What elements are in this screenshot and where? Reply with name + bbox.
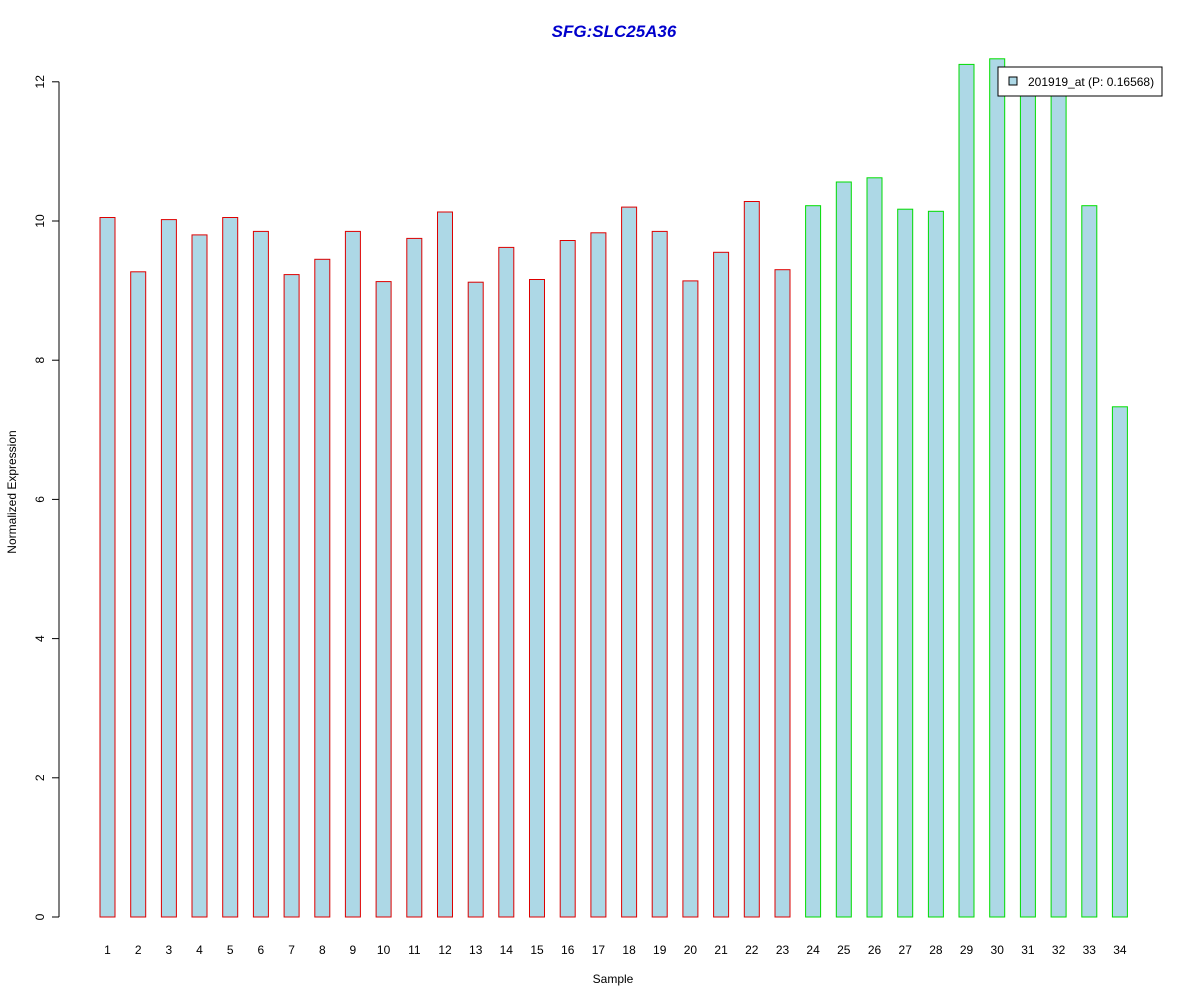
x-tick-label-32: 32	[1052, 943, 1066, 957]
x-tick-label-7: 7	[288, 943, 295, 957]
x-tick-label-21: 21	[714, 943, 728, 957]
bar-sample-1	[99, 217, 116, 918]
x-tick-label-26: 26	[868, 943, 882, 957]
x-tick-label-28: 28	[929, 943, 943, 957]
bar-sample-28	[927, 210, 944, 918]
bar-sample-31	[1019, 91, 1036, 918]
x-tick-label-30: 30	[991, 943, 1005, 957]
legend: 201919_at (P: 0.16568)	[997, 66, 1163, 97]
y-tick-label-12: 12	[33, 75, 47, 89]
bar-sample-33	[1081, 205, 1098, 918]
x-tick-label-2: 2	[135, 943, 142, 957]
bar-sample-2	[130, 271, 147, 918]
legend-box	[997, 66, 1163, 97]
bar-sample-12	[437, 211, 453, 918]
y-tick-label-10: 10	[33, 214, 47, 228]
bar-sample-29	[958, 63, 975, 918]
x-tick-label-34: 34	[1113, 943, 1127, 957]
x-tick-label-11: 11	[408, 943, 421, 957]
x-tick-label-22: 22	[745, 943, 759, 957]
y-tick-label-4: 4	[33, 635, 47, 642]
bar-sample-13	[467, 281, 484, 918]
bar-sample-27	[897, 208, 914, 918]
y-tick-label-2: 2	[33, 774, 47, 781]
x-tick-label-31: 31	[1021, 943, 1035, 957]
x-tick-label-5: 5	[227, 943, 234, 957]
legend-entry-label: 201919_at (P: 0.16568)	[1028, 75, 1154, 89]
y-axis-label: Normalized Expression	[5, 430, 19, 553]
bar-sample-6	[252, 230, 269, 918]
bar-sample-10	[375, 281, 392, 918]
y-tick-label-6: 6	[33, 496, 47, 503]
x-tick-label-4: 4	[196, 943, 203, 957]
bar-sample-21	[713, 251, 730, 918]
plot-area	[99, 58, 1128, 918]
bar-sample-8	[314, 258, 331, 918]
x-tick-label-10: 10	[377, 943, 391, 957]
x-tick-label-12: 12	[438, 943, 452, 957]
x-tick-label-25: 25	[837, 943, 851, 957]
bar-sample-20	[682, 280, 699, 918]
bar-sample-11	[406, 237, 423, 918]
bar-sample-23	[774, 269, 791, 918]
x-tick-label-27: 27	[899, 943, 913, 957]
bar-sample-18	[621, 206, 638, 918]
bar-sample-19	[651, 230, 668, 918]
x-tick-label-23: 23	[776, 943, 790, 957]
x-tick-label-20: 20	[684, 943, 698, 957]
x-tick-label-16: 16	[561, 943, 575, 957]
bar-sample-7	[283, 274, 300, 918]
x-tick-label-3: 3	[166, 943, 173, 957]
x-tick-label-1: 1	[104, 943, 111, 957]
x-tick-label-13: 13	[469, 943, 483, 957]
legend-swatch	[1008, 76, 1018, 86]
bar-sample-9	[344, 230, 361, 918]
bar-sample-5	[222, 217, 239, 918]
x-tick-label-19: 19	[653, 943, 667, 957]
x-tick-label-24: 24	[806, 943, 820, 957]
x-tick-label-17: 17	[592, 943, 606, 957]
bar-sample-17	[590, 232, 607, 918]
bar-sample-25	[835, 181, 852, 918]
x-tick-label-6: 6	[258, 943, 265, 957]
y-tick-label-8: 8	[33, 357, 47, 364]
bar-sample-22	[743, 201, 760, 918]
bar-sample-24	[805, 205, 822, 918]
x-tick-label-8: 8	[319, 943, 326, 957]
bar-sample-14	[498, 246, 515, 918]
bar-sample-15	[529, 279, 545, 918]
y-tick-label-0: 0	[33, 913, 47, 920]
bar-sample-32	[1050, 91, 1067, 918]
x-tick-label-15: 15	[530, 943, 544, 957]
bar-sample-3	[160, 219, 177, 918]
chart-title: SFG:SLC25A36	[552, 22, 677, 41]
bar-sample-30	[989, 58, 1006, 918]
bar-sample-16	[559, 240, 576, 918]
x-tick-label-18: 18	[622, 943, 636, 957]
x-tick-label-9: 9	[350, 943, 357, 957]
bar-sample-4	[191, 234, 208, 918]
x-tick-label-14: 14	[500, 943, 514, 957]
x-tick-label-29: 29	[960, 943, 974, 957]
bar-sample-34	[1111, 406, 1128, 918]
bar-sample-26	[866, 177, 883, 918]
x-axis: 1 2 3 4 5 6 7 8 9 10 11 12 13 14 15 16 17 18 19 20 21 22 23 24 2…	[104, 943, 1127, 957]
x-axis-label: Sample	[593, 972, 634, 986]
x-tick-label-33: 33	[1083, 943, 1097, 957]
y-axis: 0 2 4 6 8 10 12	[33, 75, 60, 920]
